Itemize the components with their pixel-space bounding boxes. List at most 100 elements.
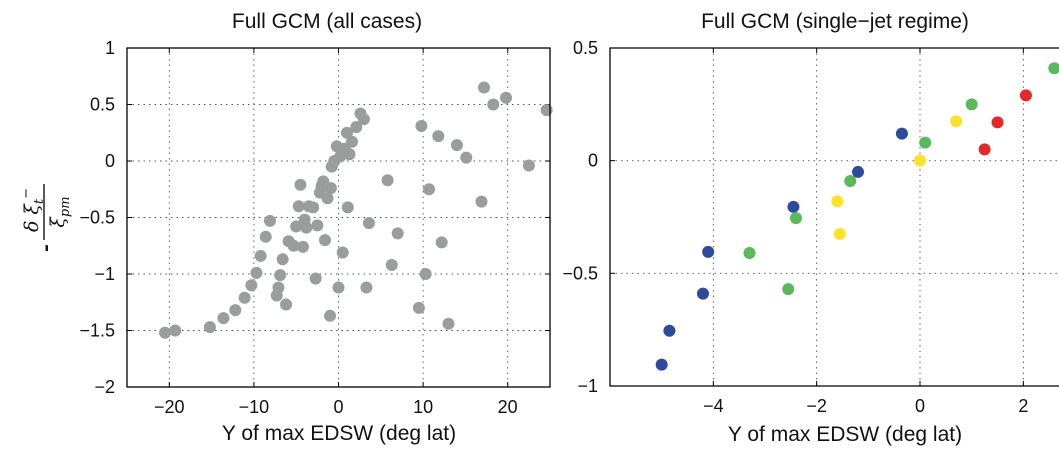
right-data-point bbox=[655, 358, 668, 371]
left-data-point bbox=[362, 217, 375, 230]
right-data-point bbox=[833, 227, 846, 240]
right-data-point bbox=[831, 195, 844, 208]
left-data-point bbox=[296, 240, 309, 253]
left-data-point bbox=[460, 151, 473, 164]
right-chart-title: Full GCM (single−jet regime) bbox=[701, 10, 969, 33]
left-points bbox=[159, 81, 553, 339]
left-data-point bbox=[478, 81, 491, 94]
right-data-point bbox=[844, 174, 857, 187]
right-panel: Full GCM (single−jet regime) −4 −2 0 2 −1 −0.… bbox=[562, 10, 1059, 446]
left-y-tick-label: 1 bbox=[105, 38, 115, 58]
y-label-minus: - bbox=[35, 244, 57, 252]
left-data-point bbox=[381, 174, 394, 187]
right-y-tick-label: 0.5 bbox=[573, 38, 598, 58]
left-data-point bbox=[324, 309, 337, 322]
left-data-point bbox=[423, 183, 436, 196]
right-data-point bbox=[991, 116, 1004, 129]
right-x-tick-label: −4 bbox=[703, 396, 724, 416]
left-data-point bbox=[332, 281, 345, 294]
left-data-point bbox=[229, 304, 242, 317]
left-data-point bbox=[343, 148, 356, 161]
left-data-point bbox=[272, 281, 285, 294]
left-panel: Full GCM (all cases) −20 −10 0 10 20−2−1.5−1… bbox=[19, 10, 553, 445]
left-data-point bbox=[294, 178, 307, 191]
left-x-tick-label: 0 bbox=[333, 397, 343, 417]
right-data-point bbox=[697, 287, 709, 300]
left-x-tick-label: −20 bbox=[154, 397, 185, 417]
right-data-point bbox=[790, 212, 802, 225]
left-x-axis-label: Y of max EDSW (deg lat) bbox=[222, 422, 456, 445]
left-data-point bbox=[391, 227, 404, 240]
right-data-point bbox=[782, 283, 795, 296]
y-label-numerator-sub: t bbox=[32, 198, 47, 204]
svg-text:ξpm: ξpm bbox=[47, 196, 73, 227]
left-data-point bbox=[287, 239, 300, 252]
y-label-numerator-sup: − bbox=[19, 188, 34, 199]
left-data-point bbox=[169, 324, 182, 337]
left-y-tick-label: 0.5 bbox=[90, 95, 115, 115]
left-data-point bbox=[360, 281, 373, 294]
left-data-point bbox=[336, 246, 349, 259]
left-data-point bbox=[250, 266, 263, 279]
left-data-point bbox=[259, 230, 272, 243]
left-data-point bbox=[346, 135, 359, 148]
left-data-point bbox=[318, 234, 331, 247]
left-data-point bbox=[311, 219, 324, 232]
left-data-point bbox=[324, 182, 337, 195]
right-data-point bbox=[852, 165, 864, 178]
left-data-point bbox=[487, 98, 500, 111]
right-data-point bbox=[895, 127, 908, 140]
left-tick-labels: −20 −10 0 10 20 −2 −1.5 −1 −0.5 0 0.5 1 bbox=[79, 38, 517, 417]
right-x-axis-label: Y of max EDSW (deg lat) bbox=[728, 423, 962, 446]
right-data-point bbox=[663, 324, 676, 337]
left-data-point bbox=[309, 272, 322, 285]
right-data-point bbox=[919, 136, 932, 149]
left-data-point bbox=[385, 258, 398, 271]
left-data-point bbox=[412, 301, 425, 314]
left-data-point bbox=[274, 269, 287, 282]
right-grid bbox=[610, 47, 1059, 387]
left-data-point bbox=[540, 104, 553, 117]
left-y-tick-label: −1.5 bbox=[79, 321, 115, 341]
svg-text:δ ξt−: δ ξt− bbox=[19, 188, 47, 232]
left-chart-title: Full GCM (all cases) bbox=[232, 10, 422, 33]
left-data-point bbox=[238, 291, 251, 304]
left-data-point bbox=[254, 249, 267, 262]
left-data-point bbox=[203, 321, 216, 334]
right-data-point bbox=[743, 247, 756, 260]
left-y-tick-label: −2 bbox=[94, 377, 115, 397]
y-label-denominator: ξ bbox=[47, 216, 69, 228]
right-x-tick-label: 0 bbox=[915, 396, 925, 416]
left-data-point bbox=[500, 91, 513, 104]
right-plot-frame bbox=[609, 47, 1059, 387]
left-data-point bbox=[245, 279, 258, 292]
left-data-point bbox=[292, 200, 305, 213]
left-data-point bbox=[435, 236, 448, 249]
right-data-point bbox=[1019, 89, 1032, 102]
y-label-numerator: δ ξ bbox=[21, 203, 43, 232]
left-data-point bbox=[263, 214, 276, 227]
right-data-point bbox=[965, 98, 978, 111]
left-data-point bbox=[450, 139, 463, 152]
left-x-tick-label: 10 bbox=[413, 397, 433, 417]
left-y-axis-label: δ ξt− ξpm - bbox=[19, 184, 73, 252]
left-y-tick-label: −1 bbox=[94, 264, 115, 284]
right-points bbox=[655, 62, 1059, 371]
left-data-point bbox=[341, 201, 354, 214]
left-data-point bbox=[300, 221, 313, 234]
left-x-tick-label: 20 bbox=[498, 397, 518, 417]
left-grid bbox=[127, 47, 550, 388]
right-data-point bbox=[914, 154, 926, 167]
right-tick-labels: −4 −2 0 2 −1 −0.5 0 0.5 bbox=[562, 38, 1028, 416]
left-data-point bbox=[442, 317, 455, 330]
right-data-point bbox=[787, 200, 800, 213]
left-data-point bbox=[357, 113, 370, 126]
left-data-point bbox=[419, 268, 432, 280]
left-data-point bbox=[522, 159, 535, 172]
right-y-tick-label: −0.5 bbox=[562, 263, 598, 283]
right-data-point bbox=[702, 245, 715, 258]
left-data-point bbox=[276, 253, 289, 266]
left-x-tick-label: −10 bbox=[239, 397, 270, 417]
left-data-point bbox=[290, 220, 303, 233]
